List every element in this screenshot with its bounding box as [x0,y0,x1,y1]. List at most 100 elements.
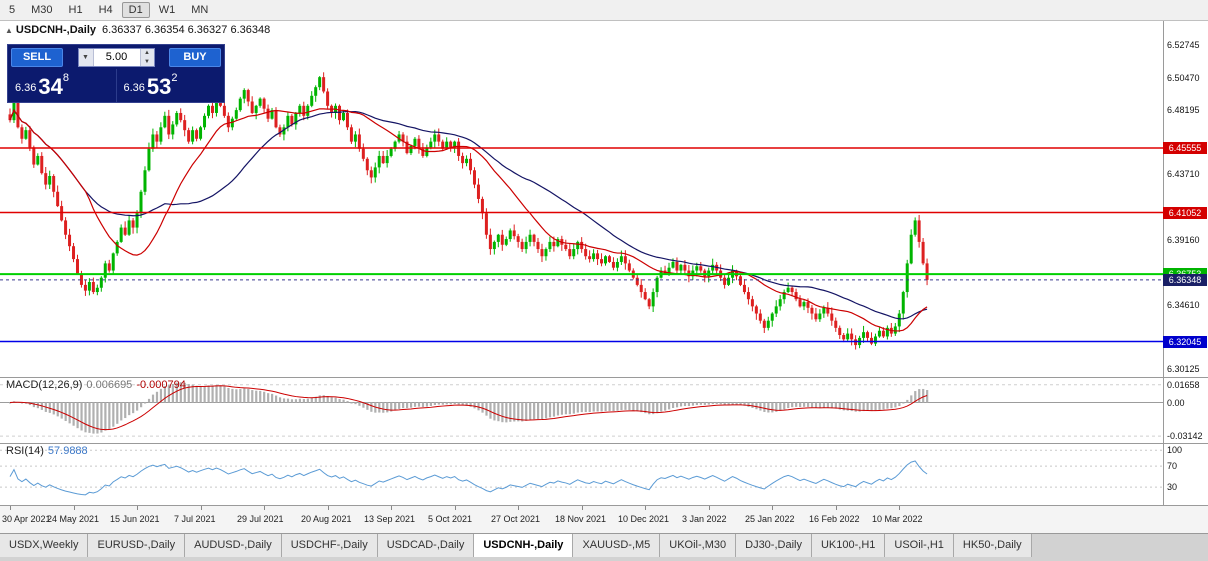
buy-price-big: 53 [146,74,172,99]
date-label: 29 Jul 2021 [237,514,284,524]
buy-price-sup: 2 [171,72,178,84]
candlestick-series [8,72,929,350]
price-tick: 6.50470 [1167,72,1200,83]
tab-usoil-h1[interactable]: USOil-,H1 [885,534,954,557]
timeframe-button-h1[interactable]: H1 [68,4,83,16]
chevron-down-icon: ▼ [82,54,89,61]
buy-button[interactable]: BUY [169,48,221,67]
date-tick-mark [772,506,773,510]
date-label: 10 Dec 2021 [618,514,670,524]
pane-dividers [0,21,1208,505]
macd-axis-tick: 0.00 [1167,397,1185,408]
tab-ukoil-m30[interactable]: UKOil-,M30 [660,534,737,557]
date-tick-mark [582,506,583,510]
tab-uk100-h1[interactable]: UK100-,H1 [811,534,886,557]
timeframe-button-mn[interactable]: MN [191,4,209,16]
date-tick-mark [455,506,456,510]
date-label: 5 Oct 2021 [428,514,473,524]
timeframe-button-5[interactable]: 5 [9,4,16,16]
macd-axis-tick: -0.03142 [1167,431,1203,442]
price-badge: 6.41052 [1163,206,1207,219]
rsi-axis-tick: 70 [1167,461,1178,472]
date-label: 24 May 2021 [47,514,100,524]
macd-pane [0,382,1163,437]
timeframe-button-m30[interactable]: M30 [31,4,53,16]
date-tick-mark [836,506,837,510]
date-label: 25 Jan 2022 [745,514,795,524]
sell-price-sup: 8 [62,72,70,84]
price-tick: 6.48195 [1167,105,1200,116]
macd-indicator-label: MACD(12,26,9) 0.006695 -0.000794 [6,379,186,391]
collapse-icon[interactable]: ▲ [5,26,13,35]
tab-xauusd-m5[interactable]: XAUUSD-,M5 [573,534,661,557]
date-label: 16 Feb 2022 [809,514,860,524]
volume-control: ▼ ▲▼ [77,48,155,67]
tab-usdchf-daily[interactable]: USDCHF-,Daily [281,534,378,557]
date-tick-mark [10,506,11,510]
date-label: 27 Oct 2021 [491,514,541,524]
tab-hk50-daily[interactable]: HK50-,Daily [953,534,1032,557]
date-tick-mark [328,506,329,510]
timeframe-button-h4[interactable]: H4 [98,4,113,16]
buy-price-prefix: 6.36 [123,82,145,94]
date-tick-mark [518,506,519,510]
rsi-pane [0,449,1163,496]
price-badge: 6.36348 [1163,273,1207,286]
level-lines[interactable] [0,147,1163,343]
date-label: 10 Mar 2022 [872,514,923,524]
macd-axis-tick: 0.01658 [1167,379,1200,390]
date-label: 3 Jan 2022 [682,514,727,524]
price-tick: 6.43710 [1167,169,1200,180]
price-tick: 6.30125 [1167,364,1200,375]
tab-eurusd-daily[interactable]: EURUSD-,Daily [88,534,186,557]
price-tick: 6.52745 [1167,39,1200,50]
timeframe-toolbar: 5 M30 H1 H4 D1 W1 MN [0,0,1208,21]
rsi-title: RSI(14) [6,445,44,457]
date-tick-mark [74,506,75,510]
rsi-value: 57.9888 [47,445,88,457]
date-tick-mark [899,506,900,510]
date-tick-mark [391,506,392,510]
tab-usdcnh-daily[interactable]: USDCNH-,Daily [474,534,574,557]
date-label: 18 Nov 2021 [555,514,607,524]
ohlc-values: 6.36337 6.36354 6.36327 6.36348 [102,24,271,36]
date-tick-mark [137,506,138,510]
spin-up-icon[interactable]: ▲ [144,50,150,56]
chart-tabs: USDX,Weekly EURUSD-,Daily AUDUSD-,Daily USD… [0,533,1208,561]
tab-audusd-daily[interactable]: AUDUSD-,Daily [185,534,282,557]
sell-price-big: 34 [38,74,63,99]
sell-price[interactable]: 6.36 34 8 [8,69,116,102]
time-axis: 30 Apr 2021 24 May 2021 15 Jun 2021 7 Jul 2… [0,505,1208,533]
date-label: 30 Apr 2021 [2,514,51,524]
buy-price[interactable]: 6.36 53 2 [115,69,225,102]
price-tick: 6.34610 [1167,299,1200,310]
trade-prices-row: 6.36 34 8 6.36 53 2 [8,69,224,102]
sell-button[interactable]: SELL [11,48,63,67]
price-tick: 6.39160 [1167,234,1200,245]
rsi-axis-tick: 100 [1167,445,1183,456]
volume-input[interactable] [93,49,140,64]
timeframe-button-w1[interactable]: W1 [158,4,176,16]
rsi-indicator-label: RSI(14) 57.9888 [6,445,88,457]
tab-usdx-weekly[interactable]: USDX,Weekly [0,534,89,557]
macd-signal-value: -0.000794 [136,379,186,391]
macd-title: MACD(12,26,9) [6,379,83,391]
symbol-label: USDCNH-,Daily [15,24,96,36]
spin-down-icon[interactable]: ▼ [144,58,150,65]
volume-dropdown-button[interactable]: ▼ [78,49,94,66]
date-label: 15 Jun 2021 [110,514,160,524]
tab-dj30-daily[interactable]: DJ30-,Daily [736,534,812,557]
moving-averages [9,108,928,332]
date-label: 20 Aug 2021 [301,514,352,524]
timeframe-button-d1[interactable]: D1 [121,2,150,18]
chart-symbol-header: ▲ USDCNH-,Daily 6.36337 6.36354 6.36327 6.… [5,24,270,36]
trade-controls-row: SELL ▼ ▲▼ BUY [8,45,224,69]
sell-price-prefix: 6.36 [15,82,37,94]
date-tick-mark [264,506,265,510]
date-label: 7 Jul 2021 [174,514,216,524]
volume-stepper[interactable]: ▲ ▼ [139,49,154,66]
tab-usdcad-daily[interactable]: USDCAD-,Daily [377,534,475,557]
macd-main-value: 0.006695 [86,379,133,391]
